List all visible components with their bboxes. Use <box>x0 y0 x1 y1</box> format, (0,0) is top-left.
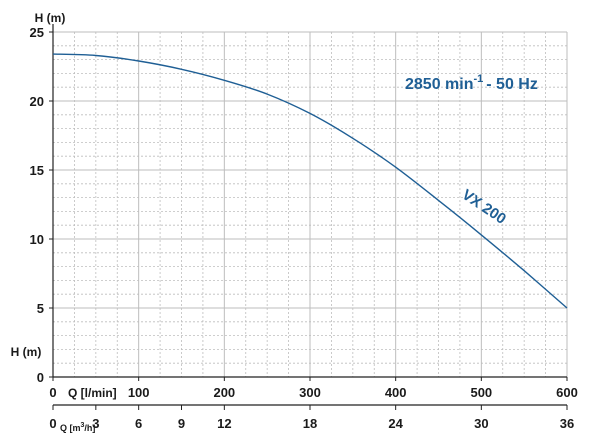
y-tick-label: 0 <box>37 370 44 385</box>
y-tick-label: 10 <box>30 232 44 247</box>
y-tick-label: 5 <box>37 301 44 316</box>
x-tick-label: 500 <box>470 385 492 400</box>
secondary-tick-label: 24 <box>388 416 403 431</box>
y-axis-label: H (m) <box>35 11 66 25</box>
secondary-axis-label: Q [m3/h] <box>60 422 95 433</box>
secondary-tick-label: 36 <box>560 416 574 431</box>
x-tick-label: 0 <box>49 385 56 400</box>
top-y-axis-title: H (m) <box>35 11 66 25</box>
secondary-tick-label: 9 <box>178 416 185 431</box>
secondary-tick-label: 30 <box>474 416 488 431</box>
series-label-vx200: VX 200 <box>459 186 509 228</box>
grid <box>52 31 568 378</box>
x-tick-label: 300 <box>299 385 321 400</box>
y-tick-label: 15 <box>30 163 44 178</box>
y-tick-label: 25 <box>30 25 44 40</box>
secondary-tick-label: 0 <box>49 416 56 431</box>
y-axis-label-lower: H (m) <box>11 345 42 359</box>
x-axis-label: Q [l/min] <box>68 386 117 400</box>
x-tick-label: 600 <box>556 385 578 400</box>
y-tick-label: 20 <box>30 94 44 109</box>
secondary-tick-label: 12 <box>217 416 231 431</box>
secondary-tick-label: 18 <box>303 416 317 431</box>
x-tick-label: 200 <box>213 385 235 400</box>
secondary-tick-label: 6 <box>135 416 142 431</box>
speed-annotation: 2850 min-1- 50 Hz <box>405 73 538 93</box>
series-layer <box>52 53 568 309</box>
x-tick-label: 100 <box>128 385 150 400</box>
x-tick-label: 400 <box>385 385 407 400</box>
series-line-vx200 <box>52 53 568 309</box>
secondary-tick-label: 3 <box>92 416 99 431</box>
